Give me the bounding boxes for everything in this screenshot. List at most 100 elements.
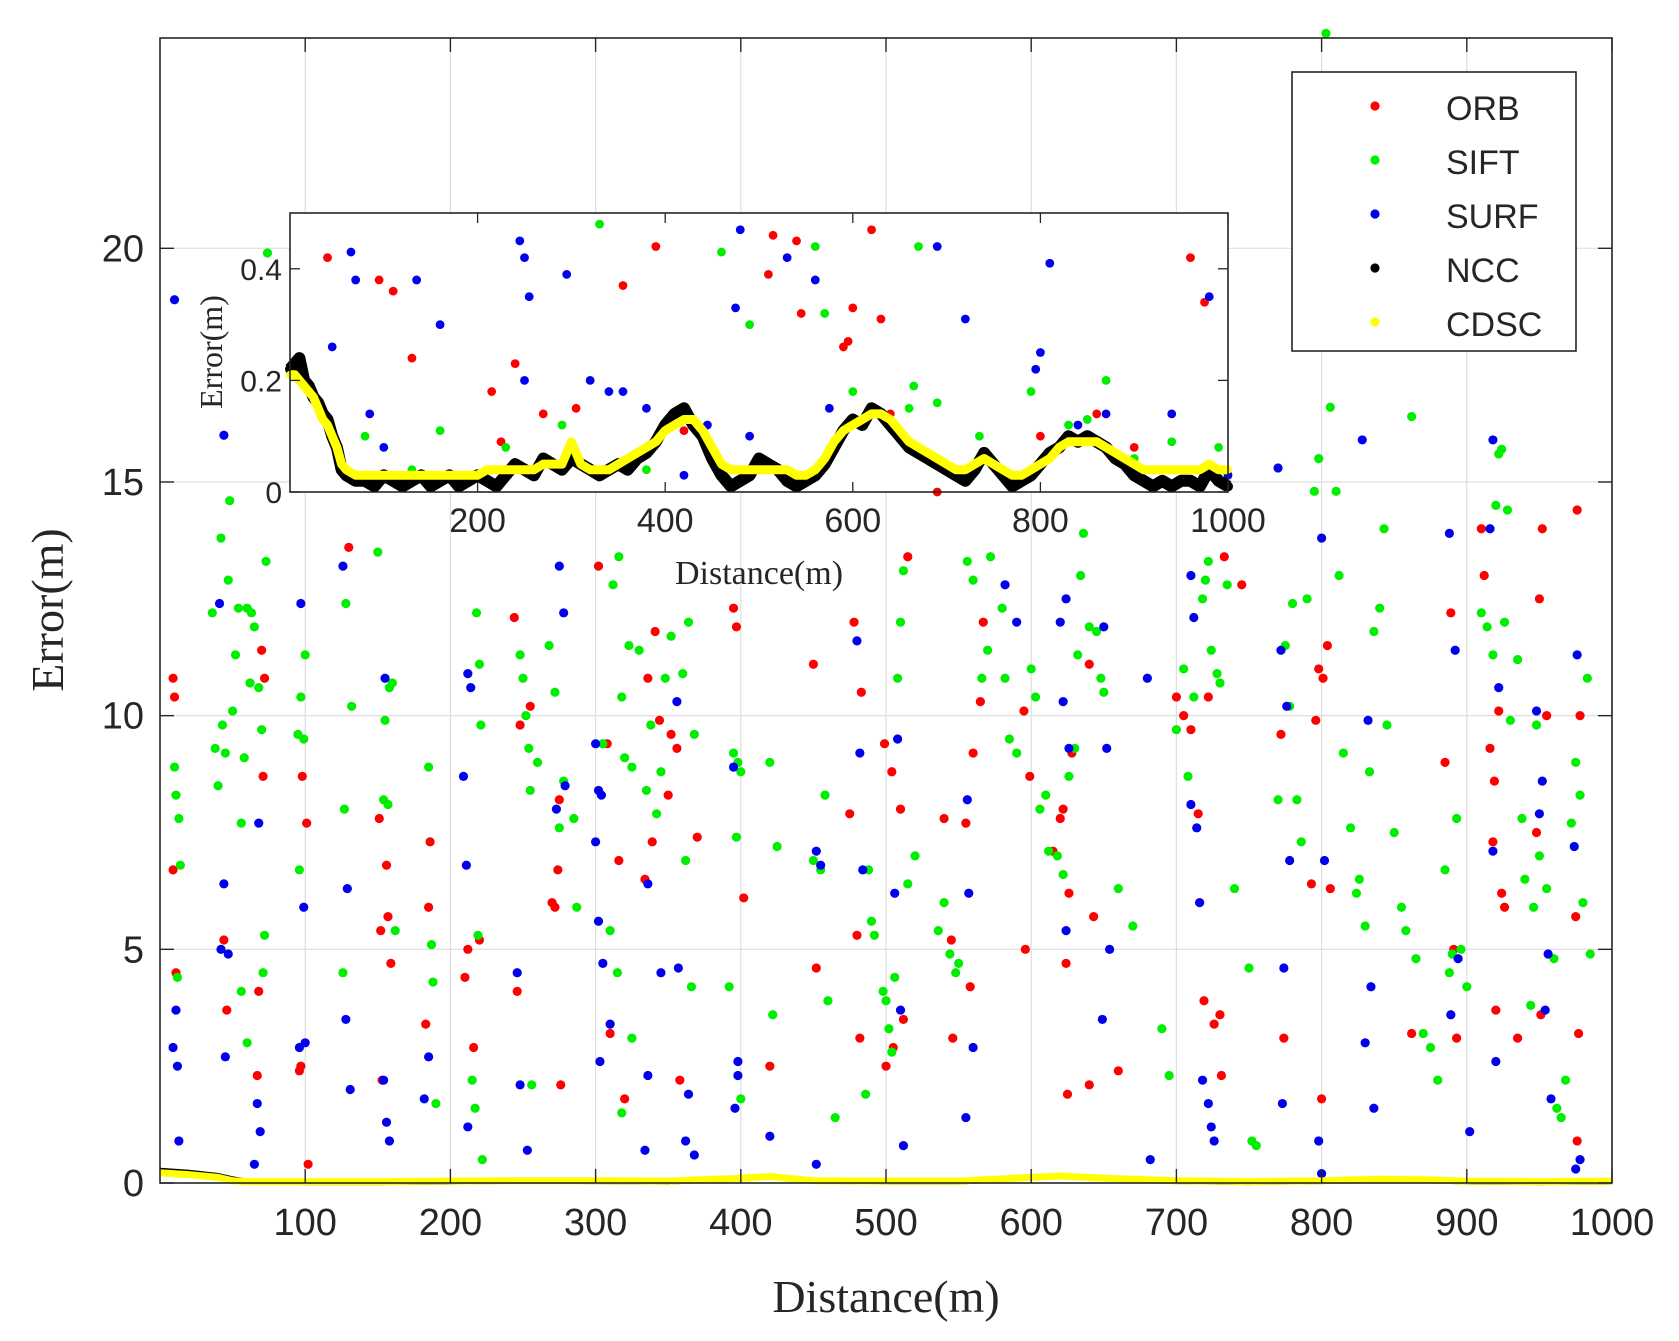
main-point-sift — [683, 617, 694, 627]
main-point-orb — [222, 1005, 232, 1015]
main-point-surf — [605, 1019, 615, 1029]
main-point-sift — [1012, 748, 1022, 758]
main-point-surf — [1543, 949, 1553, 959]
main-point-sift — [1229, 883, 1240, 894]
main-point-sift — [1542, 883, 1552, 894]
inset-point-surf — [618, 387, 628, 396]
main-point-orb — [728, 603, 739, 613]
main-point-sift — [869, 930, 879, 940]
inset-point-ncc — [1213, 475, 1224, 486]
legend-box — [1291, 71, 1577, 352]
inset-point-cdsc — [304, 387, 313, 396]
main-point-sift — [1401, 926, 1411, 936]
main-point-sift — [210, 743, 220, 753]
main-point-sift — [617, 692, 627, 702]
main-point-surf — [1099, 622, 1109, 632]
main-point-sift — [977, 673, 987, 683]
main-point-orb — [1513, 1033, 1523, 1043]
inset-point-cdsc — [783, 465, 792, 474]
main-point-orb — [1219, 552, 1229, 562]
main-point-sift — [1084, 622, 1094, 632]
inset-point-orb — [388, 286, 398, 296]
main-point-sift — [175, 860, 185, 870]
main-point-sift — [171, 790, 181, 800]
main-point-surf — [1453, 954, 1463, 964]
inset-point-surf — [365, 409, 375, 419]
main-point-surf — [1569, 841, 1579, 852]
main-point-orb — [898, 1014, 909, 1025]
legend-entry-orb: ORB — [1370, 90, 1520, 128]
inset-point-cdsc — [567, 437, 576, 446]
main-point-sift — [968, 575, 978, 585]
inset-point-cdsc — [1158, 465, 1167, 474]
main-point-orb — [672, 743, 682, 753]
main-point-surf — [254, 818, 264, 828]
main-point-sift — [1354, 874, 1364, 884]
main-point-surf — [522, 1145, 532, 1155]
main-point-surf — [643, 1070, 653, 1081]
main-series-cdsc — [159, 1169, 1613, 1186]
inset-point-sift — [595, 219, 604, 229]
inset-point-cdsc — [379, 471, 388, 480]
inset-point-surf — [585, 376, 595, 385]
main-point-sift — [1215, 678, 1225, 688]
main-point-surf — [1494, 683, 1504, 693]
main-point-orb — [1488, 837, 1498, 847]
main-point-surf — [962, 795, 972, 805]
main-point-orb — [1062, 1089, 1073, 1099]
main-point-sift — [1585, 949, 1595, 959]
main-point-sift — [172, 972, 183, 982]
main-point-orb — [1572, 505, 1582, 515]
main-point-sift — [174, 813, 184, 824]
main-series-surf — [168, 295, 1585, 1179]
inset-point-surf — [1045, 258, 1055, 268]
inset-point-cdsc — [867, 409, 876, 418]
inset-point-cdsc — [1120, 454, 1129, 463]
legend: ORB SIFT SURF NCC CDSC — [1291, 71, 1577, 352]
inset-series-cdsc — [286, 370, 1232, 480]
main-point-surf — [560, 781, 570, 791]
inset-point-cdsc — [1148, 465, 1157, 474]
inset-point-cdsc — [1195, 465, 1204, 474]
main-point-sift — [808, 855, 819, 866]
main-point-sift — [223, 575, 233, 585]
main-point-sift — [476, 720, 486, 730]
main-point-sift — [1560, 1075, 1571, 1085]
main-point-surf — [1282, 701, 1292, 711]
inset-point-cdsc — [858, 415, 867, 424]
inset-point-cdsc — [1027, 465, 1036, 474]
inset-point-cdsc — [1214, 465, 1223, 474]
main-point-sift — [1091, 626, 1102, 637]
main-point-orb — [1055, 813, 1065, 824]
main-point-surf — [898, 1141, 909, 1151]
inset-point-cdsc — [323, 421, 332, 430]
inset-point-surf — [932, 242, 942, 251]
main-point-orb — [553, 865, 563, 875]
inset-point-orb — [679, 426, 689, 436]
inset-point-ncc — [1138, 475, 1149, 486]
main-point-surf — [219, 879, 229, 889]
main-point-orb — [1199, 996, 1209, 1006]
inset-point-ncc — [369, 481, 380, 492]
inset-point-surf — [960, 314, 970, 324]
main-point-surf — [672, 697, 682, 707]
inset-point-ncc — [725, 481, 736, 492]
main-point-sift — [216, 533, 226, 543]
main-point-sift — [1334, 570, 1344, 581]
main-point-sift — [521, 711, 531, 721]
main-point-surf — [1491, 1056, 1501, 1067]
main-x-axis-ticks: 100 200 300 400 500 600 700 800 900 1000 — [273, 38, 1654, 1244]
inset-data-points — [285, 219, 1233, 497]
main-point-sift — [257, 725, 267, 735]
main-point-sift — [473, 930, 483, 940]
legend-entries: ORB SIFT SURF NCC CDSC — [1370, 90, 1542, 344]
inset-point-cdsc — [801, 471, 810, 480]
main-point-sift — [954, 958, 964, 968]
main-point-surf — [512, 968, 522, 978]
inset-point-cdsc — [1008, 471, 1017, 480]
main-point-sift — [1556, 1112, 1566, 1123]
legend-marker — [1370, 317, 1380, 327]
main-point-surf — [169, 295, 180, 305]
inset-point-cdsc — [1130, 460, 1139, 469]
main-point-sift — [341, 598, 351, 609]
